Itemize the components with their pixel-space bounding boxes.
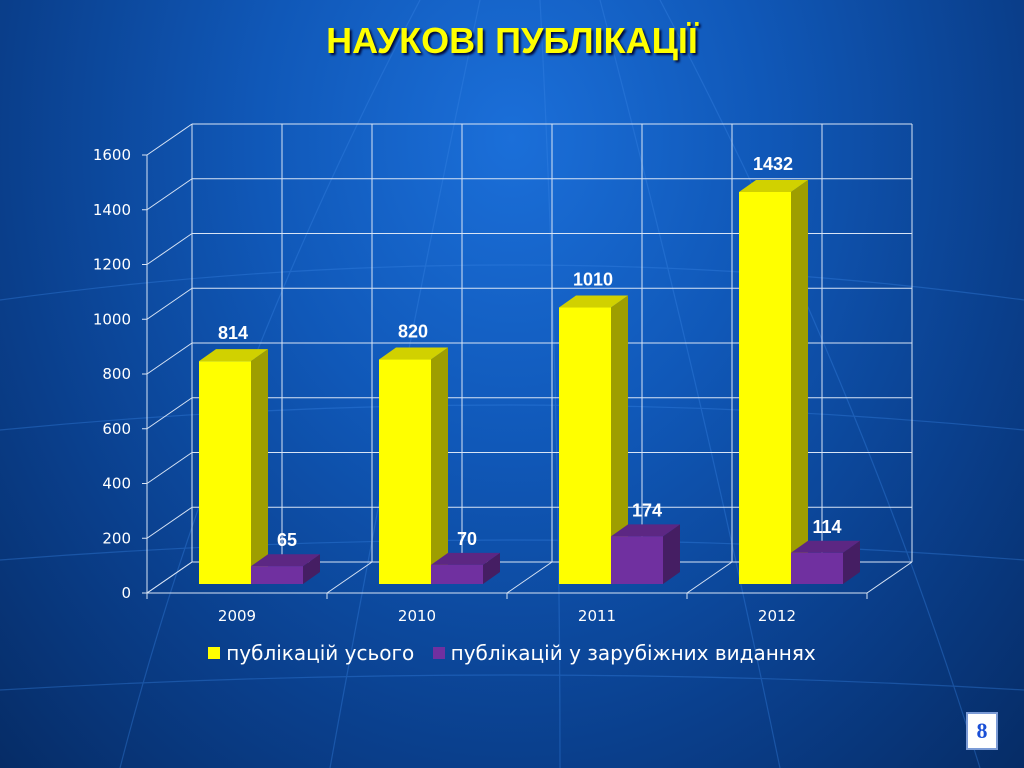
- bar-1-2011: [611, 536, 663, 584]
- gridline-wall-600: [146, 397, 193, 430]
- gridline-wall-1200: [146, 233, 193, 265]
- gridline-wall-1000: [146, 287, 193, 320]
- floor-line-4: [866, 561, 913, 594]
- bar-side-0-2010: [431, 347, 448, 584]
- gridline-wall-1400: [146, 178, 193, 211]
- gridline-wall-1600: [146, 123, 193, 156]
- chart-bars: [199, 179, 860, 585]
- x-tick-label-2011: 2011: [578, 607, 616, 625]
- y-tick-label-0: 0: [121, 584, 131, 602]
- bar-1-2010: [431, 564, 483, 584]
- bar-0-2012: [739, 191, 791, 585]
- floor-line-2: [506, 561, 553, 594]
- slide-title: НАУКОВІ ПУБЛІКАЦІЇ: [326, 20, 698, 61]
- bar-top-1-2012: [791, 540, 860, 553]
- bar-top-0-2012: [739, 179, 808, 192]
- bar-top-0-2011: [559, 295, 628, 308]
- bar-top-0-2009: [199, 349, 268, 362]
- floor-line-1: [326, 561, 373, 594]
- data-label-0-2012: 1432: [753, 154, 793, 174]
- bar-1-2012: [791, 552, 843, 584]
- chart-labels: 0 200 400 600 800 1000 1200 1400 1600 2009 2010 201…: [93, 146, 842, 625]
- bar-0-2009: [199, 361, 251, 584]
- y-tick-label-800: 800: [102, 365, 131, 383]
- bar-top-1-2009: [251, 554, 320, 567]
- bar-top-1-2010: [431, 552, 500, 565]
- bar-side-1-2009: [303, 554, 320, 584]
- bar-side-1-2010: [483, 552, 500, 584]
- data-label-1-2009: 65: [277, 530, 297, 550]
- data-label-0-2010: 820: [398, 322, 428, 342]
- gridline-wall-200: [146, 506, 193, 539]
- data-label-1-2010: 70: [457, 529, 477, 549]
- bar-1-2009: [251, 566, 303, 584]
- chart-legend: публікацій усього публікацій у зарубіжни…: [0, 641, 1024, 665]
- legend-swatch-total: [208, 647, 221, 659]
- y-tick-label-1200: 1200: [93, 256, 131, 274]
- page-number: 8: [966, 712, 998, 750]
- bar-side-0-2009: [251, 349, 268, 584]
- y-tick-label-600: 600: [102, 420, 131, 438]
- data-label-1-2012: 114: [812, 517, 841, 537]
- bar-side-0-2012: [791, 179, 808, 585]
- y-tick-label-1600: 1600: [93, 146, 131, 164]
- legend-label-total: публікацій усього: [226, 641, 415, 665]
- y-tick-label-400: 400: [102, 475, 131, 493]
- bar-side-1-2012: [843, 540, 860, 584]
- data-label-0-2009: 814: [218, 323, 248, 343]
- data-label-0-2011: 1010: [573, 270, 613, 290]
- y-tick-label-200: 200: [102, 529, 131, 547]
- bar-side-1-2011: [663, 524, 680, 584]
- chart-axes: [142, 154, 868, 599]
- bar-top-0-2010: [379, 347, 448, 360]
- bar-0-2011: [559, 307, 611, 584]
- x-tick-label-2010: 2010: [398, 607, 436, 625]
- y-tick-label-1000: 1000: [93, 310, 131, 328]
- bar-0-2010: [379, 359, 431, 584]
- gridline-wall-400: [146, 452, 193, 484]
- legend-label-foreign: публікацій у зарубіжних виданнях: [450, 641, 816, 665]
- x-tick-label-2012: 2012: [758, 607, 796, 625]
- bar-top-1-2011: [611, 524, 680, 537]
- legend-swatch-foreign: [432, 647, 445, 659]
- legend-item-foreign: публікацій у зарубіжних виданнях: [432, 641, 816, 665]
- gridline-wall-800: [146, 342, 193, 375]
- bar-side-0-2011: [611, 295, 628, 584]
- legend-item-total: публікацій усього: [208, 641, 414, 665]
- floor-line-0: [146, 561, 193, 594]
- y-tick-label-1400: 1400: [93, 201, 131, 219]
- x-tick-label-2009: 2009: [218, 607, 256, 625]
- data-label-1-2011: 174: [632, 500, 662, 520]
- floor-line-3: [686, 561, 733, 594]
